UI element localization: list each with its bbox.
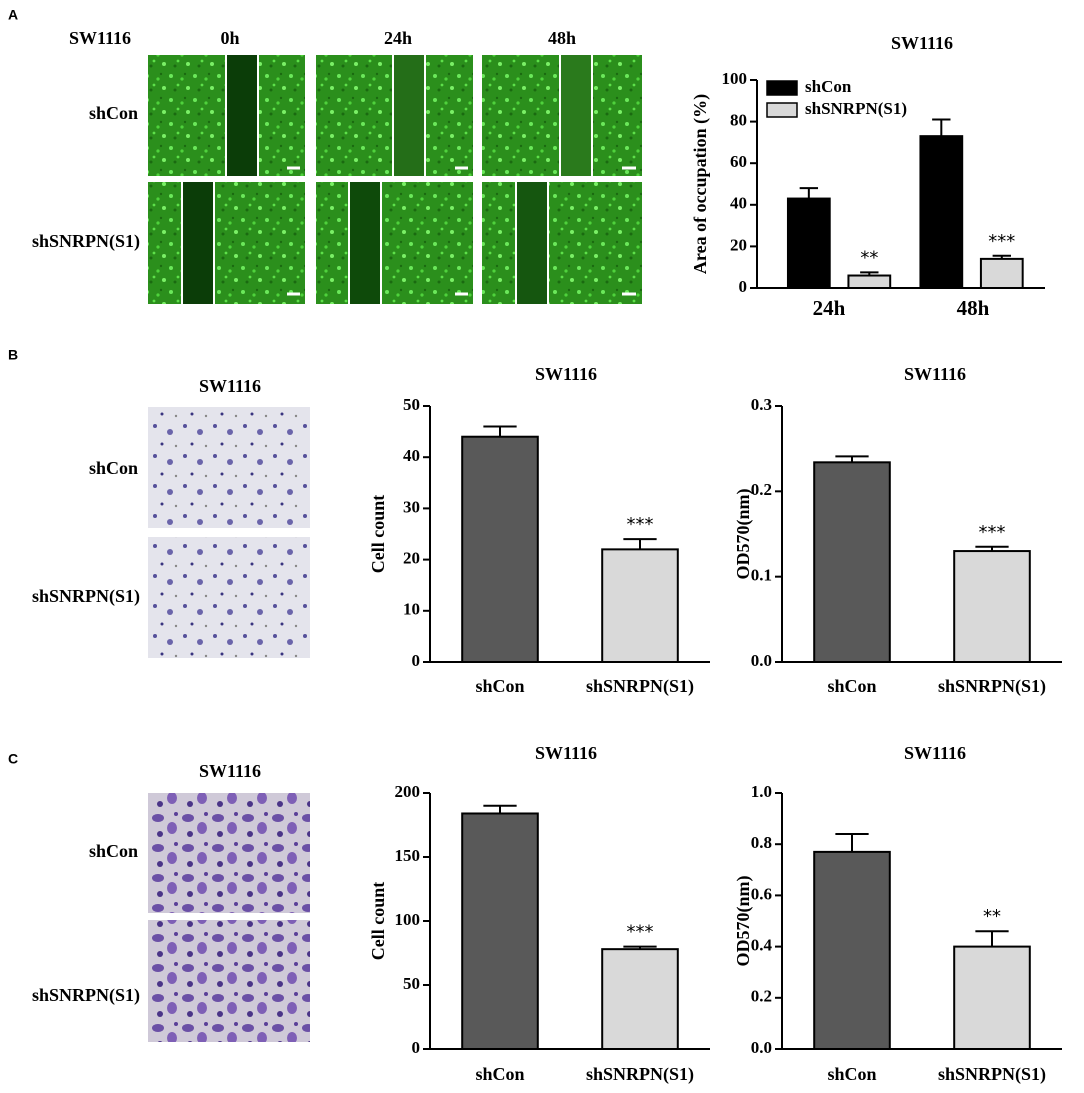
- chart-title: SW1116: [535, 743, 597, 763]
- y-axis-label: OD570(nm): [733, 489, 754, 580]
- image-title: SW1116: [69, 28, 131, 48]
- y-tick-label: 100: [722, 69, 748, 88]
- y-tick-label: 150: [395, 846, 421, 865]
- row-label: shSNRPN(S1): [32, 985, 140, 1006]
- invasion-images: [148, 793, 310, 1042]
- column-label: 0h: [220, 28, 239, 48]
- bar: [461, 435, 539, 663]
- y-tick-label: 80: [730, 111, 747, 130]
- panel-label: B: [8, 347, 18, 363]
- y-tick-label: 10: [403, 600, 420, 619]
- y-tick-label: 0.3: [751, 395, 772, 414]
- y-tick-label: 30: [403, 497, 420, 516]
- row-label: shCon: [89, 841, 138, 861]
- panel-label: A: [8, 7, 18, 23]
- column-label: 48h: [548, 28, 576, 48]
- y-tick-label: 0: [412, 1038, 421, 1057]
- legend-label: shSNRPN(S1): [805, 99, 907, 118]
- y-tick-label: 200: [395, 782, 421, 801]
- y-axis-label: OD570(nm): [733, 876, 754, 967]
- image-title: SW1116: [199, 376, 261, 396]
- y-tick-label: 0: [412, 651, 421, 670]
- y-tick-label: 60: [730, 152, 747, 171]
- bar: [461, 812, 539, 1050]
- bar: [813, 850, 891, 1050]
- row-label: shSNRPN(S1): [32, 586, 140, 607]
- row-label: shSNRPN(S1): [32, 231, 140, 252]
- bar: [953, 550, 1031, 663]
- y-tick-label: 40: [403, 446, 420, 465]
- y-tick-label: 0.0: [751, 1038, 772, 1057]
- y-tick-label: 20: [730, 235, 747, 254]
- y-tick-label: 0.2: [751, 987, 772, 1006]
- image-title: SW1116: [199, 761, 261, 781]
- significance: ***: [627, 514, 654, 535]
- x-tick-label: shCon: [475, 676, 524, 696]
- chart-title: SW1116: [891, 33, 953, 53]
- chart-title: SW1116: [535, 364, 597, 384]
- legend-label: shCon: [805, 77, 852, 96]
- y-tick-label: 0: [739, 277, 748, 296]
- y-axis-label: Area of occupation (%): [690, 94, 711, 274]
- x-tick-label: shCon: [475, 1064, 524, 1084]
- y-tick-label: 0.4: [751, 936, 773, 955]
- y-axis-label: Cell count: [368, 495, 388, 574]
- y-tick-label: 50: [403, 974, 420, 993]
- bar: [601, 948, 679, 1050]
- bar: [813, 461, 891, 663]
- x-tick-label: shSNRPN(S1): [586, 1064, 694, 1085]
- legend-swatch: [766, 80, 798, 96]
- y-tick-label: 0.2: [751, 480, 772, 499]
- column-label: 24h: [384, 28, 412, 48]
- x-tick-label: shSNRPN(S1): [586, 676, 694, 697]
- bar: [979, 257, 1024, 290]
- panel-label: C: [8, 751, 18, 767]
- bar: [953, 945, 1031, 1050]
- x-tick-label: shSNRPN(S1): [938, 676, 1046, 697]
- row-label: shCon: [89, 458, 138, 478]
- chart-title: SW1116: [904, 743, 966, 763]
- y-tick-label: 0.1: [751, 566, 772, 585]
- significance: ***: [979, 522, 1006, 543]
- legend-swatch: [766, 102, 798, 118]
- row-label: shCon: [89, 103, 138, 123]
- significance: ***: [988, 231, 1015, 252]
- bar: [847, 274, 892, 289]
- significance: **: [983, 906, 1001, 927]
- bar: [919, 135, 964, 289]
- chart-title: SW1116: [904, 364, 966, 384]
- x-tick-label: shCon: [827, 1064, 876, 1084]
- y-tick-label: 40: [730, 194, 747, 213]
- x-tick-label: 24h: [813, 296, 846, 320]
- x-tick-label: 48h: [957, 296, 990, 320]
- bar: [786, 197, 831, 289]
- y-tick-label: 50: [403, 395, 420, 414]
- y-tick-label: 0.8: [751, 833, 772, 852]
- bar: [601, 548, 679, 663]
- x-tick-label: shCon: [827, 676, 876, 696]
- x-tick-label: shSNRPN(S1): [938, 1064, 1046, 1085]
- significance: **: [860, 247, 878, 268]
- y-tick-label: 0.6: [751, 884, 772, 903]
- y-axis-label: Cell count: [368, 882, 388, 961]
- significance: ***: [627, 922, 654, 943]
- scratch-images: [148, 55, 642, 304]
- transwell-images: [148, 407, 310, 658]
- y-tick-label: 0.0: [751, 651, 772, 670]
- y-tick-label: 20: [403, 549, 420, 568]
- y-tick-label: 1.0: [751, 782, 772, 801]
- y-tick-label: 100: [395, 910, 421, 929]
